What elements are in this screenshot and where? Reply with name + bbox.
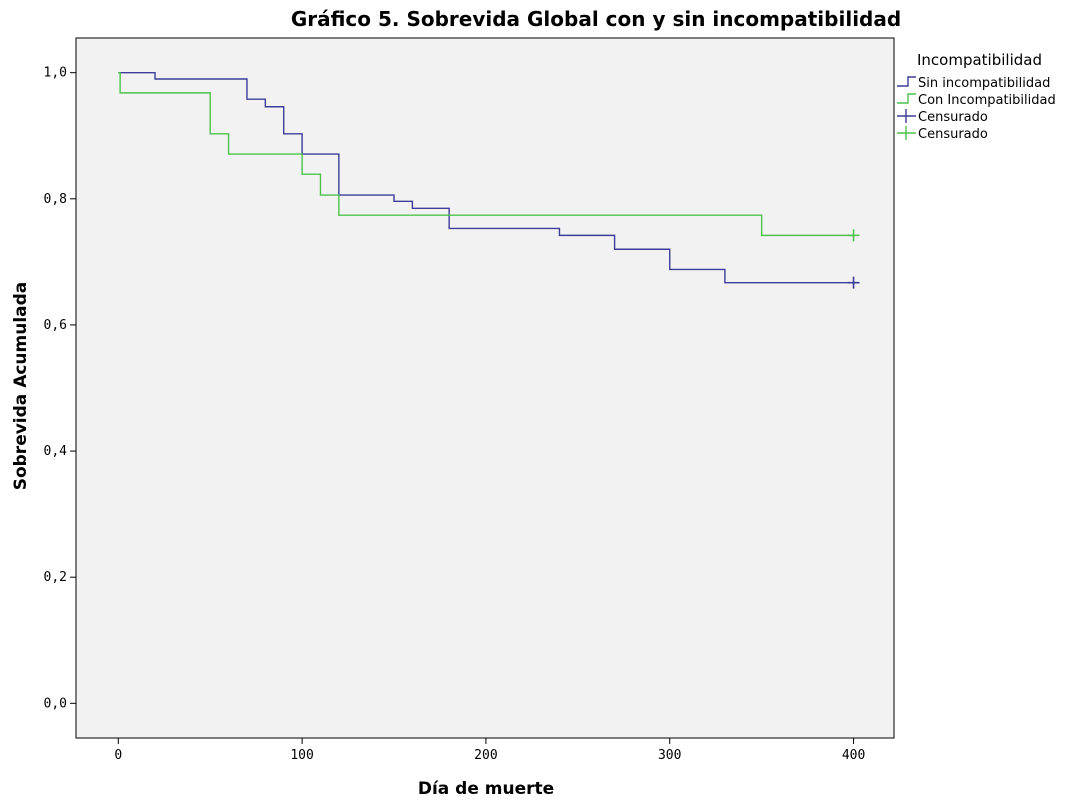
legend-title: Incompatibilidad — [917, 51, 1042, 69]
x-tick-label: 400 — [842, 748, 865, 763]
legend: Incompatibilidad Sin incompatibilidad Con… — [897, 51, 1056, 142]
y-tick-label: 0,2 — [44, 570, 67, 585]
legend-step-icon — [897, 76, 916, 87]
axes: 0,0 0,2 0,4 0,6 0,8 1,0 0 100 200 300 400 — [44, 66, 866, 763]
legend-item-label: Con Incompatibilidad — [918, 93, 1056, 108]
x-tick-label: 300 — [658, 748, 681, 763]
censored-mark — [847, 229, 860, 242]
chart-title: Gráfico 5. Sobrevida Global con y sin in… — [291, 7, 901, 31]
legend-plus-icon — [897, 126, 916, 140]
series-line-1 — [118, 71, 854, 284]
legend-plus-icon — [897, 109, 916, 123]
legend-item-label: Censurado — [918, 110, 988, 125]
y-tick-label: 0,0 — [44, 696, 67, 711]
x-tick-label: 0 — [114, 748, 122, 763]
y-tick-label: 0,6 — [44, 318, 67, 333]
legend-item-label: Sin incompatibilidad — [918, 76, 1050, 91]
series-line-2 — [118, 71, 854, 237]
y-tick-label: 1,0 — [44, 66, 67, 81]
x-tick-label: 100 — [290, 748, 313, 763]
x-axis-label: Día de muerte — [418, 779, 554, 799]
y-axis-label: Sobrevida Acumulada — [11, 282, 31, 491]
legend-step-icon — [897, 93, 916, 104]
legend-item-label: Censurado — [918, 127, 988, 142]
x-tick-label: 200 — [474, 748, 497, 763]
y-tick-label: 0,4 — [44, 444, 68, 459]
series-layer — [118, 71, 860, 289]
plot-area — [75, 37, 895, 739]
y-tick-label: 0,8 — [44, 192, 67, 207]
censored-mark — [847, 276, 860, 289]
